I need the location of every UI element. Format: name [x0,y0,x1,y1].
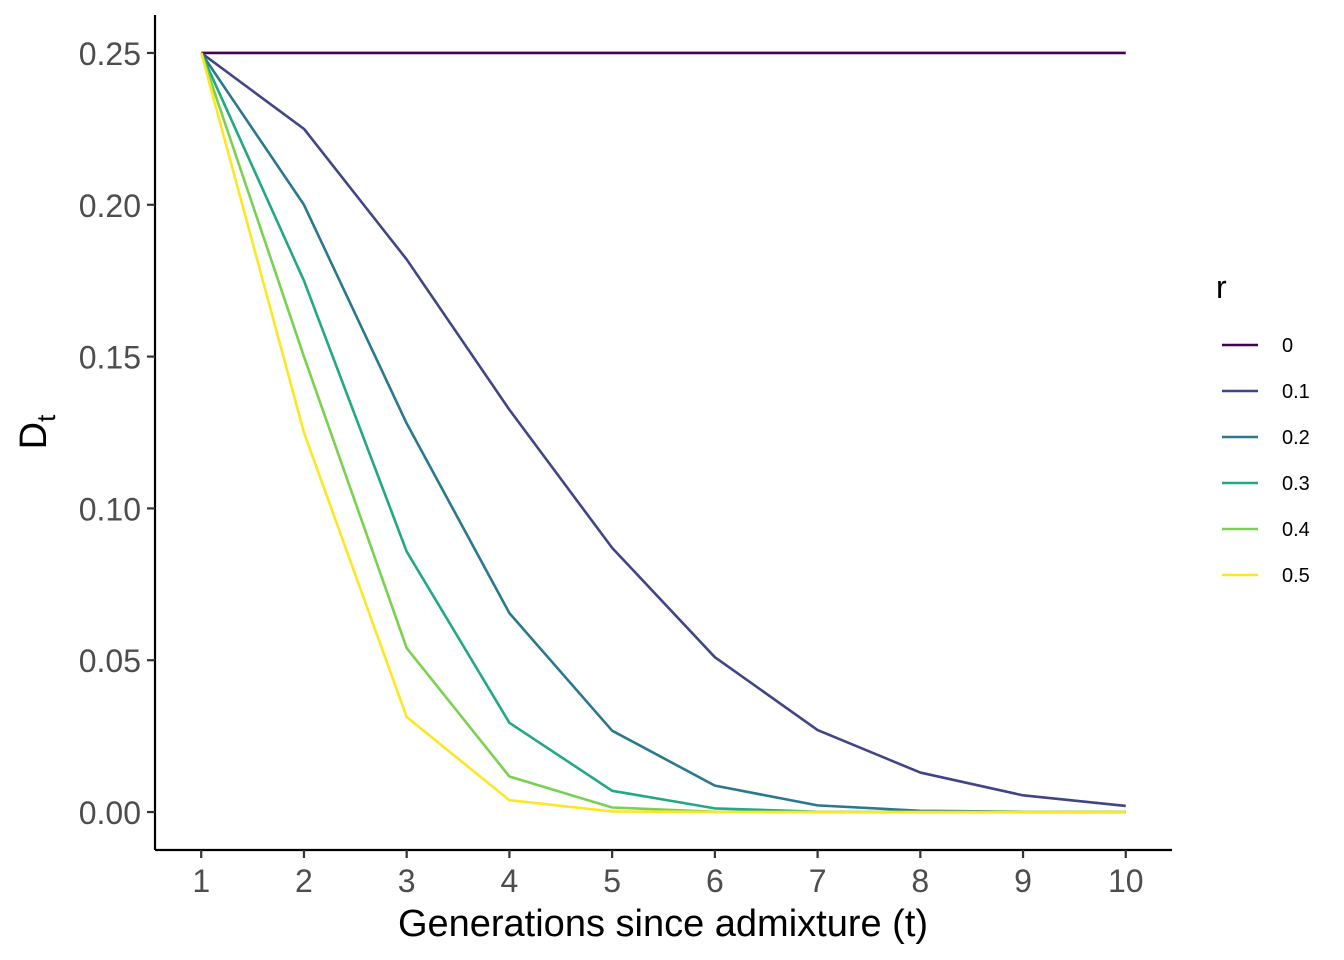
legend: r 0 0.1 0.2 0.3 0.4 0.5 [1216,269,1310,587]
y-tick-label-2: 0.10 [79,491,141,527]
y-axis-title-subscript: t [31,414,61,422]
x-tick-label-5: 6 [706,863,724,899]
x-tick-label-0: 1 [192,863,210,899]
y-tick-label-4: 0.20 [79,188,141,224]
y-axis: 0.00 0.05 0.10 0.15 0.20 0.25 [79,15,157,850]
legend-label-5: 0.5 [1282,565,1310,587]
y-axis-title: Dt [13,414,61,449]
y-tick-label-3: 0.15 [79,340,141,376]
legend-label-0: 0 [1282,335,1293,357]
series-lines [199,51,1126,814]
legend-label-4: 0.4 [1282,519,1310,541]
x-tick-label-1: 2 [295,863,313,899]
legend-label-2: 0.2 [1282,427,1310,449]
x-tick-label-4: 5 [603,863,621,899]
x-tick-label-3: 4 [501,863,519,899]
y-axis-title-main: D [13,422,55,449]
series-line-3 [200,52,1126,814]
legend-label-3: 0.3 [1282,473,1310,495]
x-tick-label-2: 3 [398,863,416,899]
x-tick-label-8: 9 [1014,863,1032,899]
x-tick-label-7: 8 [911,863,929,899]
series-line-5 [199,52,1126,814]
y-tick-label-5: 0.25 [79,36,141,72]
legend-label-1: 0.1 [1282,381,1310,403]
series-line-2 [200,52,1126,814]
x-tick-label-6: 7 [809,863,827,899]
x-axis: 1 2 3 4 5 6 7 8 9 10 [155,848,1172,899]
y-tick-label-1: 0.05 [79,643,141,679]
series-line-4 [199,52,1126,814]
x-axis-title: Generations since admixture (t) [398,903,928,945]
series-line-1 [200,51,1126,808]
x-tick-label-9: 10 [1108,863,1144,899]
y-tick-label-0: 0.00 [79,795,141,831]
legend-title: r [1216,269,1227,305]
